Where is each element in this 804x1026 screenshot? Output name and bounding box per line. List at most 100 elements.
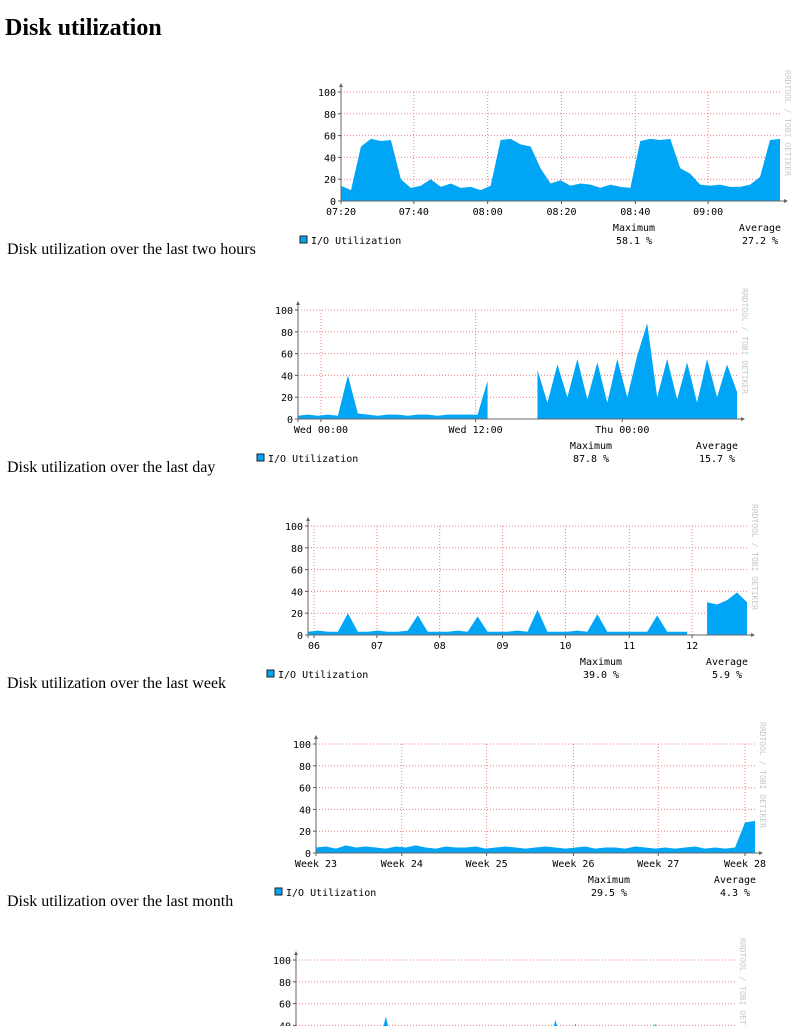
stat-value: 27.2 % xyxy=(742,236,778,247)
watermark: RRDTOOL / TOBI OETIKER xyxy=(750,504,759,610)
y-tick-label: 0 xyxy=(297,631,303,642)
watermark: RRDTOOL / TOBI OETIKER xyxy=(740,288,749,394)
x-tick-label: Week 26 xyxy=(552,859,594,870)
x-tick-label: 08:40 xyxy=(620,207,650,218)
x-tick-label: 10 xyxy=(559,641,571,652)
x-axis-arrow xyxy=(741,417,745,421)
stat-value: 15.7 % xyxy=(699,454,735,465)
y-tick-label: 40 xyxy=(281,371,293,382)
x-axis-arrow xyxy=(751,633,755,637)
area xyxy=(341,138,780,201)
x-tick-label: Week 23 xyxy=(295,859,337,870)
stat-value: 5.9 % xyxy=(712,670,742,681)
y-tick-label: 80 xyxy=(279,978,291,989)
y-tick-label: 0 xyxy=(330,197,336,208)
x-axis-arrow xyxy=(784,199,788,203)
stat-value: 58.1 % xyxy=(616,236,652,247)
y-tick-label: 100 xyxy=(273,956,291,967)
stat-label: Average xyxy=(706,657,748,668)
watermark: RRDTOOL / TOBI OETIKER xyxy=(758,722,767,828)
watermark: RRDTOOL / TOBI OETIKER xyxy=(783,70,792,176)
area xyxy=(316,820,755,853)
legend-swatch xyxy=(274,887,283,896)
page-title: Disk utilization xyxy=(5,15,162,41)
x-tick-label: Wed 00:00 xyxy=(294,425,348,436)
x-tick-label: Thu 00:00 xyxy=(595,425,649,436)
legend-label: I/O Utilization xyxy=(286,888,376,899)
legend-label: I/O Utilization xyxy=(268,454,358,465)
x-tick-label: 12 xyxy=(686,641,698,652)
stat-label: Maximum xyxy=(613,223,655,234)
x-tick-label: Wed 12:00 xyxy=(449,425,503,436)
x-tick-label: 08:00 xyxy=(473,207,503,218)
y-tick-label: 80 xyxy=(324,110,336,121)
legend-swatch xyxy=(266,669,275,678)
area xyxy=(383,1016,656,1026)
y-tick-label: 80 xyxy=(281,328,293,339)
caption: Disk utilization over the last two hours xyxy=(7,241,256,258)
caption: Disk utilization over the last week xyxy=(7,675,226,692)
x-axis-arrow xyxy=(759,851,763,855)
y-tick-label: 60 xyxy=(299,784,311,795)
y-tick-label: 80 xyxy=(299,762,311,773)
y-axis-arrow xyxy=(339,83,343,87)
legend-label: I/O Utilization xyxy=(278,670,368,681)
y-axis-arrow xyxy=(314,735,318,739)
y-axis-arrow xyxy=(294,951,298,955)
stat-label: Maximum xyxy=(588,875,630,886)
x-tick-label: 07 xyxy=(371,641,383,652)
y-tick-label: 40 xyxy=(299,805,311,816)
x-tick-label: 07:20 xyxy=(326,207,356,218)
y-tick-label: 100 xyxy=(318,88,336,99)
x-tick-label: 09 xyxy=(497,641,509,652)
y-tick-label: 80 xyxy=(291,544,303,555)
y-tick-label: 100 xyxy=(285,522,303,533)
y-tick-label: 20 xyxy=(324,175,336,186)
stat-label: Average xyxy=(714,875,756,886)
x-tick-label: 11 xyxy=(623,641,635,652)
stat-label: Maximum xyxy=(580,657,622,668)
watermark: RRDTOOL / TOBI OETIKER xyxy=(738,938,747,1026)
y-tick-label: 60 xyxy=(291,566,303,577)
y-tick-label: 20 xyxy=(299,827,311,838)
caption: Disk utilization over the last month xyxy=(7,893,233,910)
x-tick-label: 08:20 xyxy=(546,207,576,218)
x-tick-label: 07:40 xyxy=(399,207,429,218)
y-tick-label: 60 xyxy=(279,1000,291,1011)
stat-label: Maximum xyxy=(570,441,612,452)
x-tick-label: 08 xyxy=(434,641,446,652)
y-tick-label: 60 xyxy=(324,132,336,143)
x-tick-label: Week 28 xyxy=(724,859,766,870)
y-tick-label: 100 xyxy=(293,740,311,751)
y-axis-arrow xyxy=(296,301,300,305)
y-tick-label: 100 xyxy=(275,306,293,317)
y-tick-label: 40 xyxy=(279,1021,291,1026)
y-tick-label: 0 xyxy=(287,415,293,426)
stat-value: 4.3 % xyxy=(720,888,750,899)
y-tick-label: 20 xyxy=(291,609,303,620)
stat-label: Average xyxy=(739,223,781,234)
x-tick-label: 06 xyxy=(308,641,320,652)
legend-swatch xyxy=(256,453,265,462)
x-tick-label: Week 25 xyxy=(466,859,508,870)
y-tick-label: 40 xyxy=(324,153,336,164)
area xyxy=(298,323,737,419)
y-axis-arrow xyxy=(306,517,310,521)
stat-value: 39.0 % xyxy=(583,670,619,681)
y-tick-label: 40 xyxy=(291,587,303,598)
x-tick-label: Week 24 xyxy=(381,859,423,870)
y-tick-label: 20 xyxy=(281,393,293,404)
y-tick-label: 60 xyxy=(281,350,293,361)
x-tick-label: 09:00 xyxy=(693,207,723,218)
y-tick-label: 0 xyxy=(305,849,311,860)
caption: Disk utilization over the last day xyxy=(7,459,215,476)
area xyxy=(308,592,747,635)
legend-label: I/O Utilization xyxy=(311,236,401,247)
stat-label: Average xyxy=(696,441,738,452)
stat-value: 87.8 % xyxy=(573,454,609,465)
x-tick-label: Week 27 xyxy=(637,859,679,870)
legend-swatch xyxy=(299,235,308,244)
stat-value: 29.5 % xyxy=(591,888,627,899)
